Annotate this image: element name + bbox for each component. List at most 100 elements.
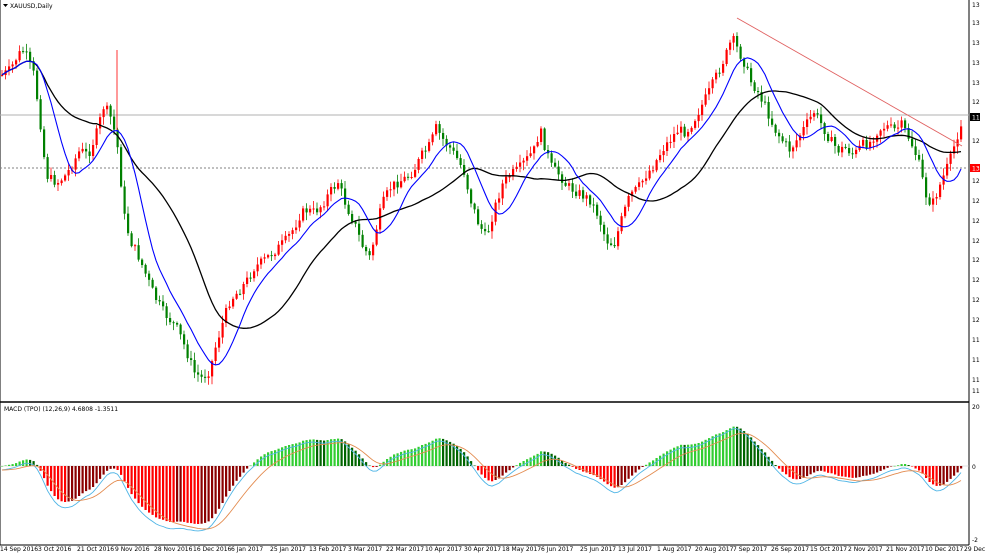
candle <box>764 95 767 105</box>
level-price-text: 11 <box>972 115 980 122</box>
macd-histogram-bar <box>193 466 196 524</box>
candle <box>1 70 4 77</box>
price-axis-label: 12 <box>972 138 980 145</box>
macd-histogram-bar <box>774 465 777 466</box>
candle <box>365 244 368 256</box>
candle <box>218 331 221 353</box>
macd-histogram-bar <box>337 438 340 466</box>
candle <box>144 263 147 278</box>
macd-histogram-bar <box>750 437 753 466</box>
macd-histogram-bar <box>596 466 599 477</box>
candle <box>326 189 329 212</box>
candle <box>596 202 599 220</box>
candle <box>662 145 665 163</box>
candle <box>589 194 592 208</box>
candle <box>491 215 494 239</box>
macd-histogram-bar <box>627 466 630 479</box>
candle <box>88 144 91 163</box>
moving-average-slow[interactable] <box>1 60 962 329</box>
candle <box>295 219 298 234</box>
macd-histogram-bar <box>715 434 718 466</box>
macd-histogram-bar <box>477 466 480 471</box>
candle <box>652 165 655 174</box>
price-panel[interactable] <box>0 17 969 385</box>
macd-histogram-bar <box>127 466 130 488</box>
candle <box>64 173 67 182</box>
macd-histogram-bar <box>459 448 462 466</box>
macd-histogram-bar <box>491 466 494 482</box>
macd-histogram-bar <box>554 455 557 466</box>
macd-histogram-bar <box>802 466 805 478</box>
macd-histogram-bar <box>634 466 637 473</box>
dropdown-triangle-icon[interactable] <box>3 4 8 7</box>
macd-histogram-bar <box>29 459 32 466</box>
macd-histogram <box>1 426 963 524</box>
candle <box>81 142 84 154</box>
macd-histogram-bar <box>795 466 798 480</box>
candle <box>886 120 889 132</box>
time-axis-label: 21 Nov 2017 <box>886 546 925 553</box>
macd-histogram-bar <box>463 452 466 466</box>
symbol-title: XAUUSD,Daily <box>3 3 53 10</box>
trendline[interactable] <box>736 17 963 147</box>
macd-histogram-bar <box>365 462 368 466</box>
macd-histogram-bar <box>162 466 165 520</box>
candle <box>410 171 413 180</box>
macd-histogram-bar <box>445 440 448 466</box>
candle <box>39 95 42 133</box>
candle <box>858 140 861 152</box>
macd-histogram-bar <box>638 466 641 470</box>
chart-frame <box>0 0 970 546</box>
time-axis-label: 29 Dec <box>964 546 985 553</box>
candle <box>914 139 917 161</box>
candle <box>851 147 854 159</box>
time-axis[interactable]: 14 Sep 2016 3 Oct 2016 21 Oct 2016 9 Nov… <box>0 546 985 553</box>
candle <box>134 244 137 251</box>
macd-histogram-bar <box>4 465 7 466</box>
candle <box>197 364 200 382</box>
candle <box>568 179 571 191</box>
candle <box>302 205 305 223</box>
macd-histogram-bar <box>137 466 140 504</box>
candle <box>645 170 648 185</box>
macd-histogram-bar <box>512 466 515 468</box>
macd-histogram-bar <box>484 466 487 478</box>
candle <box>750 62 753 87</box>
macd-histogram-bar <box>179 466 182 522</box>
time-axis-label: 1 Aug 2017 <box>657 546 692 553</box>
candle <box>284 231 287 244</box>
candle <box>543 127 546 152</box>
price-axis[interactable]: 13 13 13 13 13 12 12 12 12 12 12 12 12 1… <box>970 2 980 395</box>
macd-histogram-bar <box>533 455 536 466</box>
time-axis-label: 30 Apr 2017 <box>464 546 501 553</box>
candle <box>449 142 452 155</box>
candle <box>99 113 102 135</box>
macd-histogram-bar <box>316 439 319 466</box>
macd-histogram-bar <box>890 466 893 467</box>
macd-histogram-bar <box>123 466 126 482</box>
candle <box>505 170 508 189</box>
candle <box>823 121 826 141</box>
price-axis-label: 13 <box>972 40 980 47</box>
macd-histogram-bar <box>799 466 802 479</box>
candle <box>46 153 49 183</box>
candle <box>270 250 273 261</box>
macd-histogram-bar <box>11 464 14 466</box>
macd-histogram-bar <box>302 440 305 466</box>
macd-histogram-bar <box>848 466 851 478</box>
time-axis-label: 22 Mar 2017 <box>386 546 424 553</box>
macd-histogram-bar <box>939 466 942 486</box>
candle <box>585 192 588 207</box>
macd-panel[interactable] <box>0 426 969 532</box>
symbol-title-text: XAUUSD,Daily <box>10 3 53 10</box>
macd-histogram-bar <box>144 466 147 510</box>
macd-histogram-bar <box>78 466 81 496</box>
macd-histogram-bar <box>354 450 357 466</box>
candle <box>638 177 641 191</box>
macd-histogram-bar <box>704 439 707 466</box>
macd-histogram-bar <box>781 466 784 472</box>
moving-average-fast[interactable] <box>1 57 962 366</box>
candle <box>309 205 312 216</box>
macd-histogram-bar <box>620 466 623 485</box>
